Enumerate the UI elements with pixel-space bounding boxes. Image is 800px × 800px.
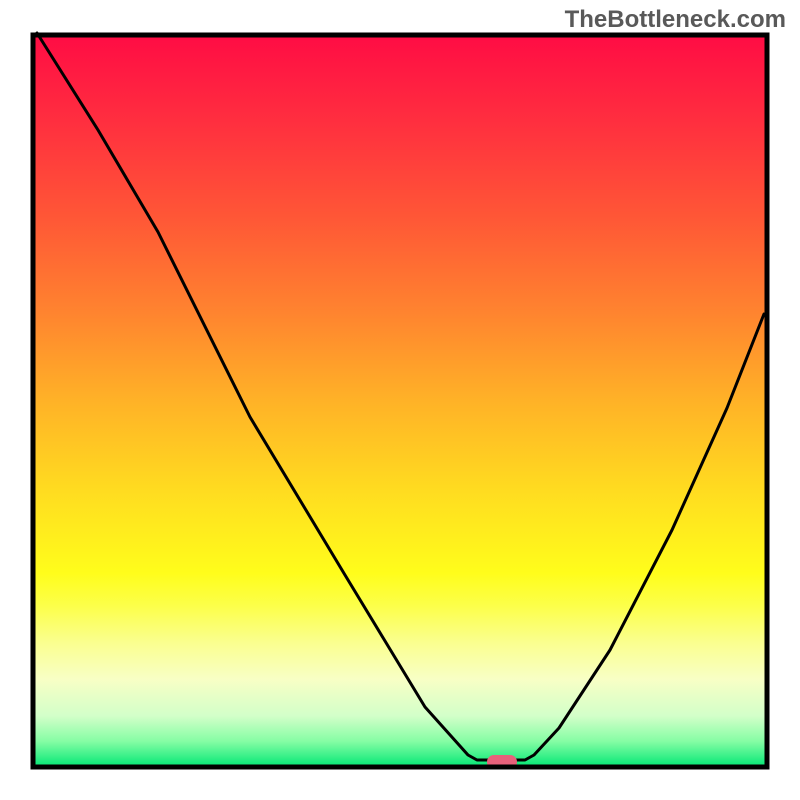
attribution-label: TheBottleneck.com [565, 6, 786, 34]
plot-background [33, 35, 767, 767]
bottleneck-chart [0, 0, 800, 800]
